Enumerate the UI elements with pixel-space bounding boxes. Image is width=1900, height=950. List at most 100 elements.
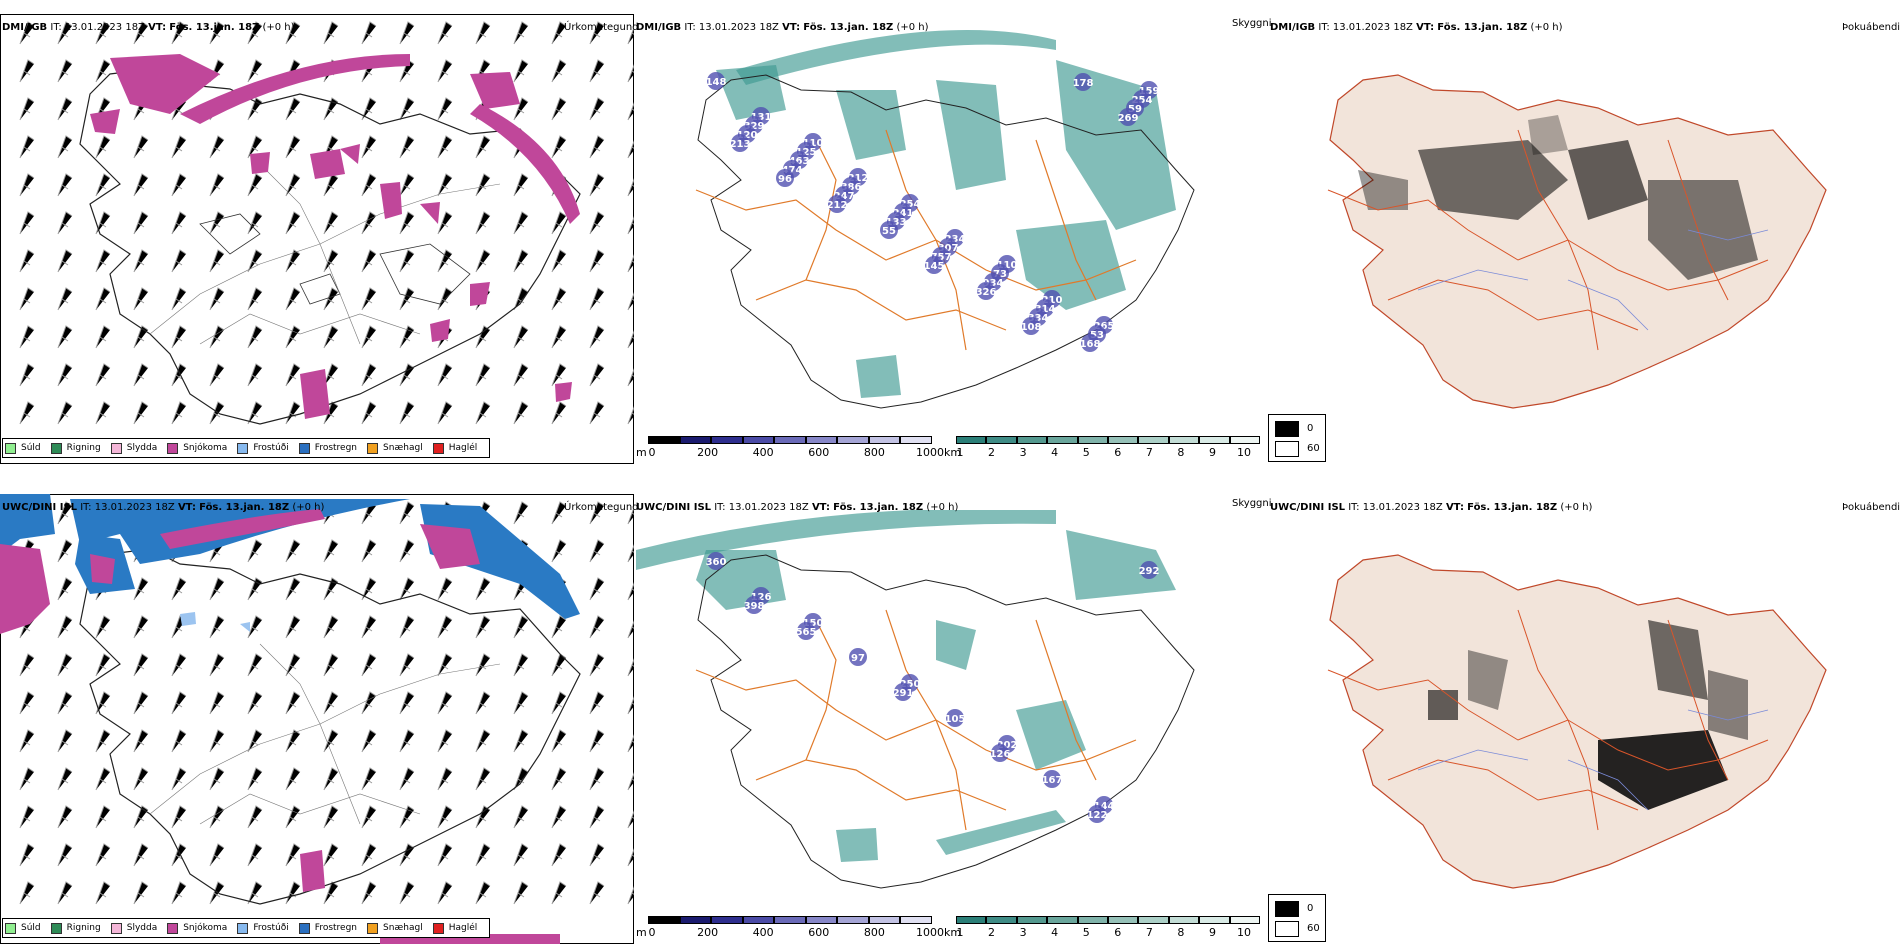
wind-barb	[399, 173, 415, 197]
wind-barb	[95, 249, 111, 273]
colorbar-segment	[1199, 916, 1230, 924]
wind-barb	[323, 691, 339, 715]
colorbar-segment	[1077, 436, 1108, 444]
colorbar-tick: 8	[1177, 446, 1185, 459]
wind-barb	[171, 805, 187, 829]
wind-barb	[209, 135, 225, 159]
colorbar-segment	[986, 436, 1017, 444]
wind-barb	[19, 843, 35, 867]
colorbar-unit: m	[636, 446, 647, 459]
cloud-base-mark	[1074, 73, 1092, 91]
cloud-base-value: 131	[751, 112, 772, 123]
colorbar-segment	[774, 916, 806, 924]
legend-item: Slydda	[110, 922, 158, 934]
legend-swatch	[367, 442, 379, 454]
snow-areas	[0, 509, 560, 944]
cloud-base-mark	[880, 221, 898, 239]
colorbar-unit: m	[636, 926, 647, 939]
wind-barb	[475, 843, 491, 867]
wind-barb	[171, 287, 187, 311]
colorbar-tick: 2	[988, 446, 996, 459]
wind-barb	[209, 287, 225, 311]
cloud-base-value: 241	[893, 208, 914, 219]
colorbar-tick: 0	[648, 926, 656, 939]
wind-barb	[285, 97, 301, 121]
wind-barb	[19, 287, 35, 311]
wind-barb	[19, 767, 35, 791]
wind-barb	[95, 59, 111, 83]
legend-swatch	[298, 442, 310, 454]
wind-barb	[513, 21, 529, 45]
wind-barb	[437, 691, 453, 715]
wind-barb	[437, 653, 453, 677]
cloud-base-value: 254	[1132, 95, 1153, 106]
wind-barb	[171, 401, 187, 425]
fog-panel-row1	[1268, 30, 1900, 420]
wind-barb	[285, 325, 301, 349]
wind-barb	[133, 287, 149, 311]
colorbar-segment	[900, 916, 932, 924]
wind-barb	[551, 615, 567, 639]
colorbar-segment	[1168, 916, 1200, 924]
wind-barb	[285, 539, 301, 563]
fog-map-row1	[1327, 74, 1827, 409]
cloud-base-value: 213	[730, 139, 751, 150]
wind-barb	[247, 401, 263, 425]
wind-barb	[475, 577, 491, 601]
wind-barb	[171, 363, 187, 387]
legend-item: Snæhagl	[367, 442, 423, 454]
wind-barb	[627, 216, 634, 235]
colorbar-segment	[1108, 916, 1139, 924]
colorbar-tick: 1	[956, 446, 964, 459]
colorbar-tick: 8	[1177, 926, 1185, 939]
colorbar-segment	[805, 436, 838, 444]
wind-barb	[171, 211, 187, 235]
wind-barb	[627, 582, 634, 601]
cloud-base-mark	[977, 282, 995, 300]
colorbar-segment	[1199, 436, 1230, 444]
cloud-base-colorbar-row2: m 0 200 400 600 800 1000	[636, 916, 944, 942]
wind-barb	[19, 325, 35, 349]
wind-barb	[133, 135, 149, 159]
wind-barb	[589, 287, 605, 311]
wind-barb	[513, 843, 529, 867]
precip-legend-row2: Súld Rigning Slydda Snjókoma Frostúði Frostre…	[2, 918, 491, 938]
wind-barb	[437, 577, 453, 601]
wind-barb	[247, 805, 263, 829]
colorbar-tick: 600	[808, 446, 830, 459]
legend-swatch	[5, 442, 16, 454]
legend-label: Haglél	[448, 443, 478, 453]
wind-barb	[171, 577, 187, 601]
cloud-base-value: 386	[841, 182, 862, 193]
wind-barb	[399, 653, 415, 677]
wind-barb	[589, 211, 605, 235]
wind-barb	[323, 615, 339, 639]
wind-barb	[171, 249, 187, 273]
wind-barb	[399, 501, 415, 525]
wind-barb	[133, 767, 149, 791]
wind-barb	[57, 843, 73, 867]
wind-barb	[57, 805, 73, 829]
wind-barb	[361, 325, 377, 349]
wind-barb	[323, 843, 339, 867]
visibility-map-row1: 148 110 254 110 265 131 212 234 210 159 125 241 73 53…	[695, 30, 1195, 409]
cloud-base-value: 120	[737, 130, 758, 141]
wind-barb	[285, 135, 301, 159]
wind-barb	[361, 173, 377, 197]
colorbar-tick: 6	[1114, 446, 1122, 459]
cloud-base-value: 53	[1090, 330, 1104, 341]
colorbar-tick: 10	[1237, 926, 1251, 939]
wind-barb	[513, 653, 529, 677]
cloud-base-mark	[925, 256, 943, 274]
wind-barb	[589, 539, 605, 563]
wind-barb	[361, 577, 377, 601]
legend-label: Haglél	[448, 923, 478, 933]
colorbar-segment	[1108, 436, 1139, 444]
wind-barb	[285, 615, 301, 639]
wind-barb	[285, 843, 301, 867]
wind-barb	[247, 615, 263, 639]
cloud-base-value: 126	[990, 749, 1011, 760]
legend-label: Slydda	[126, 923, 158, 933]
wind-barb	[589, 881, 605, 905]
iceland-land	[1329, 554, 1827, 889]
